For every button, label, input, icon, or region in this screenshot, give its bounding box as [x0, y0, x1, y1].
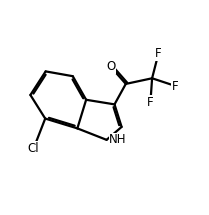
Text: F: F — [172, 80, 179, 92]
Text: F: F — [147, 96, 154, 109]
Text: Cl: Cl — [28, 142, 39, 155]
Text: NH: NH — [109, 133, 127, 146]
Text: F: F — [155, 47, 162, 60]
Text: O: O — [106, 60, 115, 73]
